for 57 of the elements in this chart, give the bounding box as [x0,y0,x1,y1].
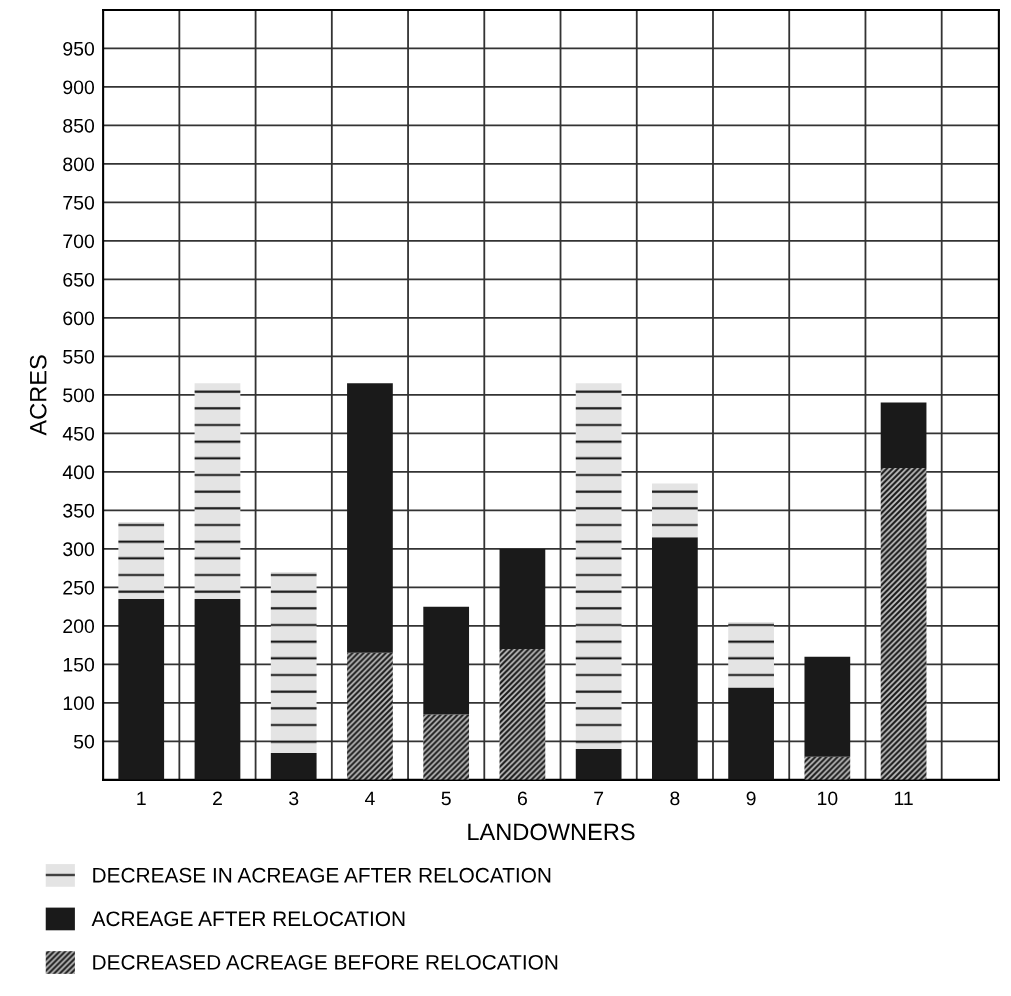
bar [499,648,546,780]
y-tick-label: 850 [63,118,95,133]
y-tick-label: 400 [62,465,95,480]
x-tick-label: 7 [594,791,604,806]
y-tick-label: 350 [63,503,95,518]
x-tick-label: 5 [441,791,451,806]
y-tick-label: 650 [63,272,95,287]
y-axis-title: ACRES [29,355,47,436]
y-tick-label: 550 [63,349,95,364]
x-tick-label: 4 [364,791,375,806]
bar [652,537,698,780]
y-tick-label: 500 [63,388,95,403]
bar [880,402,927,469]
bar [499,548,546,649]
x-tick-label: 3 [289,791,299,806]
bar [118,521,165,599]
y-tick-label: 600 [63,311,95,326]
bar [423,714,470,780]
y-tick-label: 950 [63,41,95,56]
bar [880,468,927,780]
y-tick-label: 200 [63,619,95,634]
x-tick-label: 9 [746,791,756,806]
x-tick-label: 6 [517,791,527,806]
legend-label: DECREASE IN ACREAGE AFTER RELOCATION [93,867,551,883]
bar [270,752,317,780]
bar [118,598,165,780]
bar [575,749,622,780]
bar [804,756,851,780]
y-tick-label: 450 [62,426,95,441]
bar [728,687,774,780]
bar [423,606,470,715]
bar [652,483,698,538]
x-axis-title: LANDOWNERS [468,823,635,841]
legend-label: ACREAGE AFTER RELOCATION [91,911,405,927]
bar [194,383,241,599]
y-tick-label: 750 [63,195,95,210]
y-tick-label: 150 [63,657,95,672]
bar [728,622,774,688]
y-tick-label: 250 [63,580,95,595]
x-tick-label: 8 [670,791,680,806]
y-tick-label: 900 [63,80,95,95]
bar [194,598,241,780]
x-tick-label: 1 [137,791,146,806]
bar [804,656,851,757]
bar [347,383,393,653]
y-tick-label: 300 [63,542,95,557]
bar [347,652,393,780]
y-tick-label: 700 [63,234,95,249]
bar [575,383,622,750]
x-tick-label: 11 [894,791,913,806]
y-tick-label: 50 [73,734,95,749]
y-tick-label: 800 [63,157,95,172]
x-tick-label: 2 [213,791,222,806]
y-tick-label: 100 [63,696,95,711]
bar [270,571,317,753]
x-tick-label: 10 [818,791,838,806]
legend-label: DECREASED ACREAGE BEFORE RELOCATION [93,954,558,970]
